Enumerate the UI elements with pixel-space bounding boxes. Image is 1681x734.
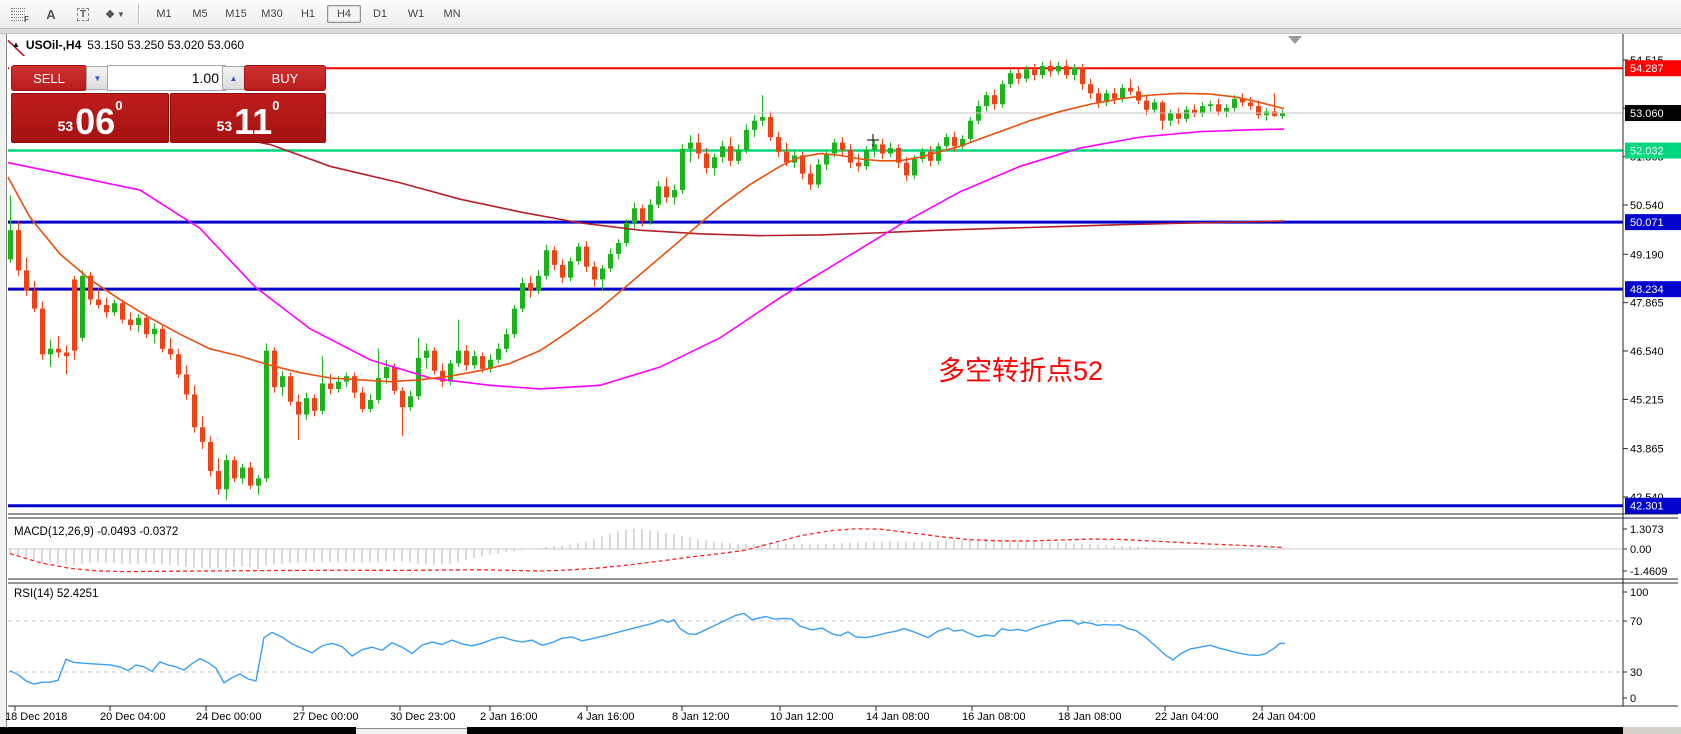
timeframe-W1[interactable]: W1 xyxy=(407,8,425,20)
toolbar-separator xyxy=(138,4,140,24)
sell-price-big: 06 xyxy=(75,101,116,142)
collapse-triangle-icon[interactable]: ▲ xyxy=(12,40,20,49)
timeframe-M15[interactable]: M15 xyxy=(225,8,247,20)
label-glyph: T xyxy=(76,7,90,21)
timeframe-D1[interactable]: D1 xyxy=(372,8,388,20)
timeframe-MN[interactable]: MN xyxy=(443,8,461,20)
volume-decrease-button[interactable]: ▼ xyxy=(86,66,109,90)
ohlc-values: 53.150 53.250 53.020 53.060 xyxy=(87,38,245,52)
one-click-trading-panel: SELL ▼ ▲ BUY 53 06 0 53 11 0 xyxy=(9,56,326,143)
timeframe-H1[interactable]: H1 xyxy=(300,8,316,20)
timeframe-bar: M1 M5 M15 M30 H1 H4 D1 W1 MN xyxy=(146,5,470,23)
fibonacci-tool-icon[interactable]: F xyxy=(6,3,32,25)
timeframe-M5[interactable]: M5 xyxy=(192,8,208,20)
chevron-down-icon[interactable]: ▼ xyxy=(116,9,125,19)
sell-button[interactable]: SELL xyxy=(11,65,87,91)
sell-price-small: 53 xyxy=(57,118,74,134)
symbol-label: USOil-,H4 xyxy=(25,38,82,52)
buy-button[interactable]: BUY xyxy=(244,65,326,91)
toolbar-lower-strip xyxy=(0,29,1681,34)
buy-price-big: 11 xyxy=(234,101,273,142)
fib-lines-glyph: F xyxy=(11,7,29,24)
volume-input[interactable] xyxy=(107,65,226,91)
volume-increase-button[interactable]: ▲ xyxy=(222,66,245,90)
timeframe-H4[interactable]: H4 xyxy=(327,5,361,23)
buy-price-box[interactable]: 53 11 0 xyxy=(170,93,326,143)
sell-price-box[interactable]: 53 06 0 xyxy=(11,93,169,143)
buy-price-sup: 0 xyxy=(272,98,280,113)
timeframe-M30[interactable]: M30 xyxy=(261,8,283,20)
sell-price-sup: 0 xyxy=(115,98,123,113)
chart-title: ▲ USOil-,H4 53.150 53.250 53.020 53.060 xyxy=(12,38,244,52)
timeframe-M1[interactable]: M1 xyxy=(156,8,172,20)
text-tool-icon[interactable]: A xyxy=(46,6,56,22)
label-tool-icon[interactable]: T xyxy=(70,3,96,25)
buy-price-small: 53 xyxy=(216,118,233,134)
arrows-glyph: ❖ xyxy=(105,8,115,21)
arrows-tool-icon[interactable]: ❖ ▼ xyxy=(102,3,128,25)
toolbar: F A T ❖ ▼ M1 M5 M15 M30 H1 H4 D1 W1 MN xyxy=(0,0,1681,34)
